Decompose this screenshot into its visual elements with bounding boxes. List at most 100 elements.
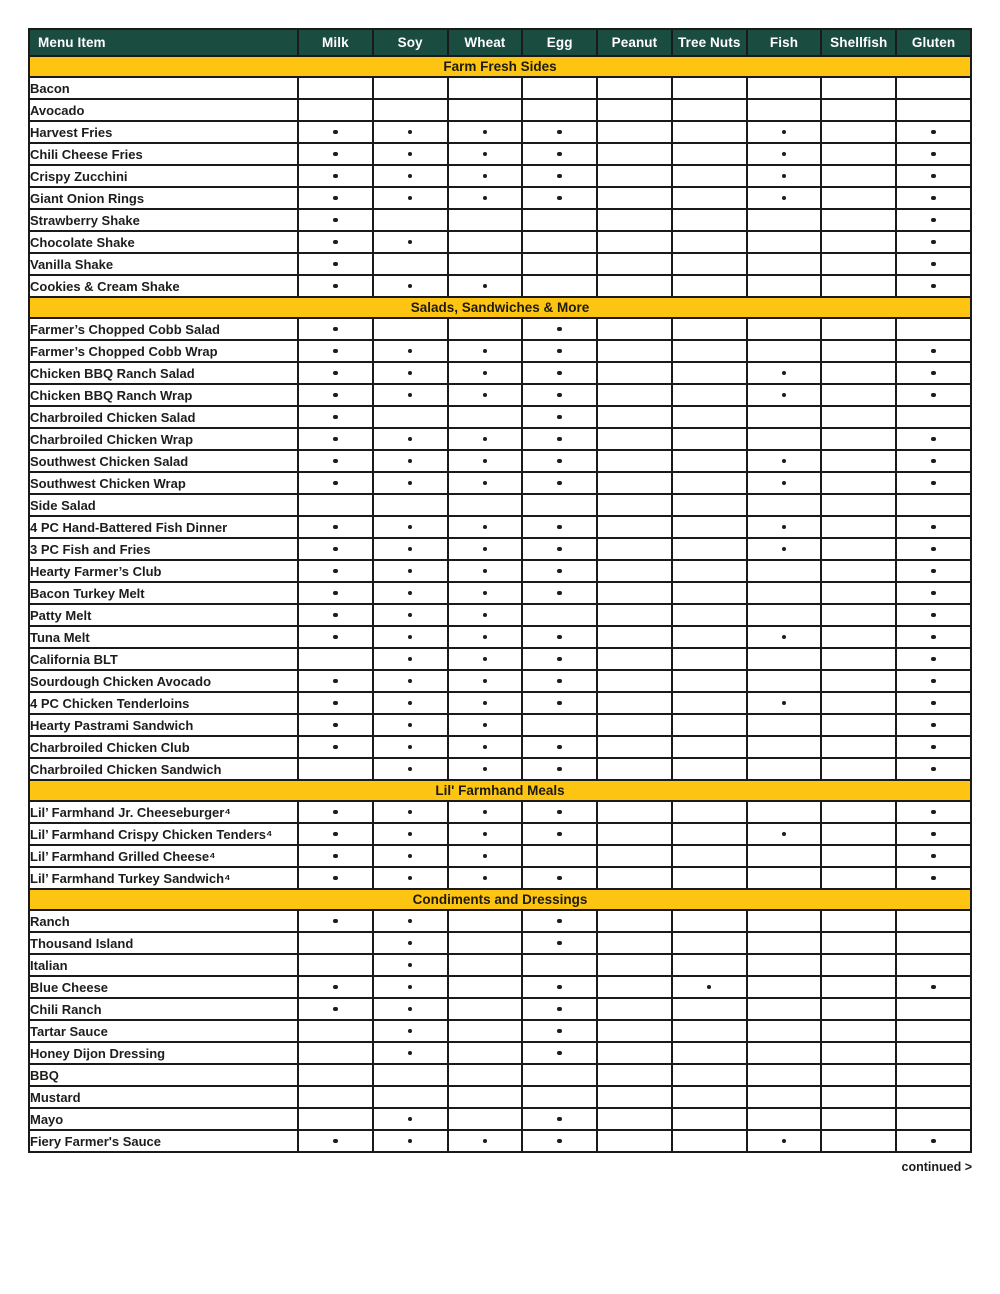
allergen-cell-tree-nuts — [670, 1129, 748, 1153]
allergen-cell-peanut — [596, 757, 673, 781]
allergen-cell-peanut — [596, 120, 673, 144]
allergen-dot — [931, 1138, 936, 1144]
column-header-milk: Milk — [297, 28, 374, 57]
allergen-dot — [931, 458, 936, 464]
allergen-cell-wheat — [446, 493, 524, 517]
allergen-dot — [557, 348, 562, 354]
allergen-chart-page: Menu Item Milk Soy Wheat Egg Peanut Tree Nuts F… — [28, 28, 972, 1174]
allergen-cell-peanut — [596, 164, 673, 188]
allergen-dot — [557, 984, 562, 990]
allergen-cell-wheat — [446, 76, 524, 100]
allergen-cell-peanut — [596, 252, 673, 276]
allergen-cell-soy — [371, 1129, 449, 1153]
menu-item-label: BBQ — [28, 1063, 299, 1087]
allergen-cell-tree-nuts — [670, 537, 748, 561]
allergen-cell-peanut — [596, 844, 673, 868]
allergen-dot — [407, 568, 413, 574]
menu-item-label: Sourdough Chicken Avocado — [28, 669, 299, 693]
allergen-cell-peanut — [596, 909, 673, 933]
allergen-cell-fish — [745, 647, 823, 671]
allergen-cell-shellfish — [820, 953, 898, 977]
allergen-cell-tree-nuts — [670, 164, 748, 188]
menu-item-label: Charbroiled Chicken Sandwich — [28, 757, 299, 781]
allergen-cell-milk — [297, 471, 374, 495]
allergen-cell-gluten — [895, 603, 972, 627]
allergen-dot — [482, 173, 488, 179]
allergen-cell-soy — [371, 669, 449, 693]
allergen-cell-fish — [745, 405, 823, 429]
allergen-cell-peanut — [596, 975, 673, 999]
allergen-cell-shellfish — [820, 713, 898, 737]
allergen-dot — [557, 326, 562, 332]
allergen-cell-egg — [521, 471, 599, 495]
allergen-cell-gluten — [895, 339, 972, 363]
allergen-cell-peanut — [596, 997, 673, 1021]
table-row: Southwest Chicken Salad — [28, 449, 972, 473]
allergen-cell-wheat — [446, 581, 524, 605]
allergen-cell-egg — [521, 252, 599, 276]
allergen-cell-fish — [745, 274, 823, 298]
allergen-dot — [931, 875, 936, 881]
allergen-dot — [407, 656, 413, 662]
allergen-dot — [333, 480, 338, 486]
menu-item-label: California BLT — [28, 647, 299, 671]
allergen-cell-peanut — [596, 800, 673, 824]
allergen-cell-peanut — [596, 735, 673, 759]
allergen-cell-shellfish — [820, 383, 898, 407]
allergen-cell-soy — [371, 997, 449, 1021]
allergen-cell-peanut — [596, 1107, 673, 1131]
allergen-dot — [557, 875, 562, 881]
allergen-cell-tree-nuts — [670, 603, 748, 627]
table-row: Ranch — [28, 909, 972, 933]
allergen-cell-tree-nuts — [670, 735, 748, 759]
allergen-cell-soy — [371, 713, 449, 737]
allergen-cell-fish — [745, 515, 823, 539]
allergen-cell-gluten — [895, 361, 972, 385]
allergen-dot — [482, 151, 488, 157]
allergen-dot — [407, 173, 413, 179]
allergen-cell-milk — [297, 1041, 374, 1065]
allergen-cell-milk — [297, 735, 374, 759]
allergen-cell-wheat — [446, 186, 524, 210]
allergen-cell-milk — [297, 164, 374, 188]
allergen-dot — [931, 656, 936, 662]
table-row: Bacon — [28, 76, 972, 100]
allergen-cell-egg — [521, 559, 599, 583]
allergen-dot — [557, 195, 562, 201]
allergen-dot — [333, 392, 338, 398]
allergen-cell-milk — [297, 800, 374, 824]
allergen-cell-milk — [297, 142, 374, 166]
allergen-cell-tree-nuts — [670, 647, 748, 671]
allergen-cell-soy — [371, 735, 449, 759]
column-header-gluten: Gluten — [895, 28, 972, 57]
column-header-wheat: Wheat — [446, 28, 524, 57]
allergen-cell-egg — [521, 647, 599, 671]
allergen-dot — [781, 129, 787, 135]
allergen-cell-shellfish — [820, 186, 898, 210]
table-row: Charbroiled Chicken Salad — [28, 405, 972, 429]
allergen-cell-shellfish — [820, 844, 898, 868]
allergen-cell-egg — [521, 515, 599, 539]
allergen-cell-fish — [745, 1019, 823, 1043]
allergen-cell-wheat — [446, 713, 524, 737]
allergen-cell-gluten — [895, 713, 972, 737]
allergen-dot — [482, 612, 488, 618]
allergen-dot — [407, 634, 413, 640]
allergen-cell-soy — [371, 252, 449, 276]
allergen-cell-egg — [521, 1041, 599, 1065]
allergen-dot — [781, 700, 787, 706]
allergen-cell-gluten — [895, 208, 972, 232]
table-row: Thousand Island — [28, 931, 972, 955]
menu-item-label: 3 PC Fish and Fries — [28, 537, 299, 561]
allergen-cell-gluten — [895, 274, 972, 298]
allergen-dot — [333, 261, 338, 267]
allergen-dot — [557, 590, 562, 596]
allergen-cell-milk — [297, 339, 374, 363]
menu-item-label: Ranch — [28, 909, 299, 933]
allergen-cell-fish — [745, 953, 823, 977]
allergen-dot — [407, 436, 413, 442]
allergen-cell-tree-nuts — [670, 252, 748, 276]
allergen-cell-gluten — [895, 449, 972, 473]
allergen-dot — [407, 546, 413, 552]
allergen-cell-peanut — [596, 603, 673, 627]
